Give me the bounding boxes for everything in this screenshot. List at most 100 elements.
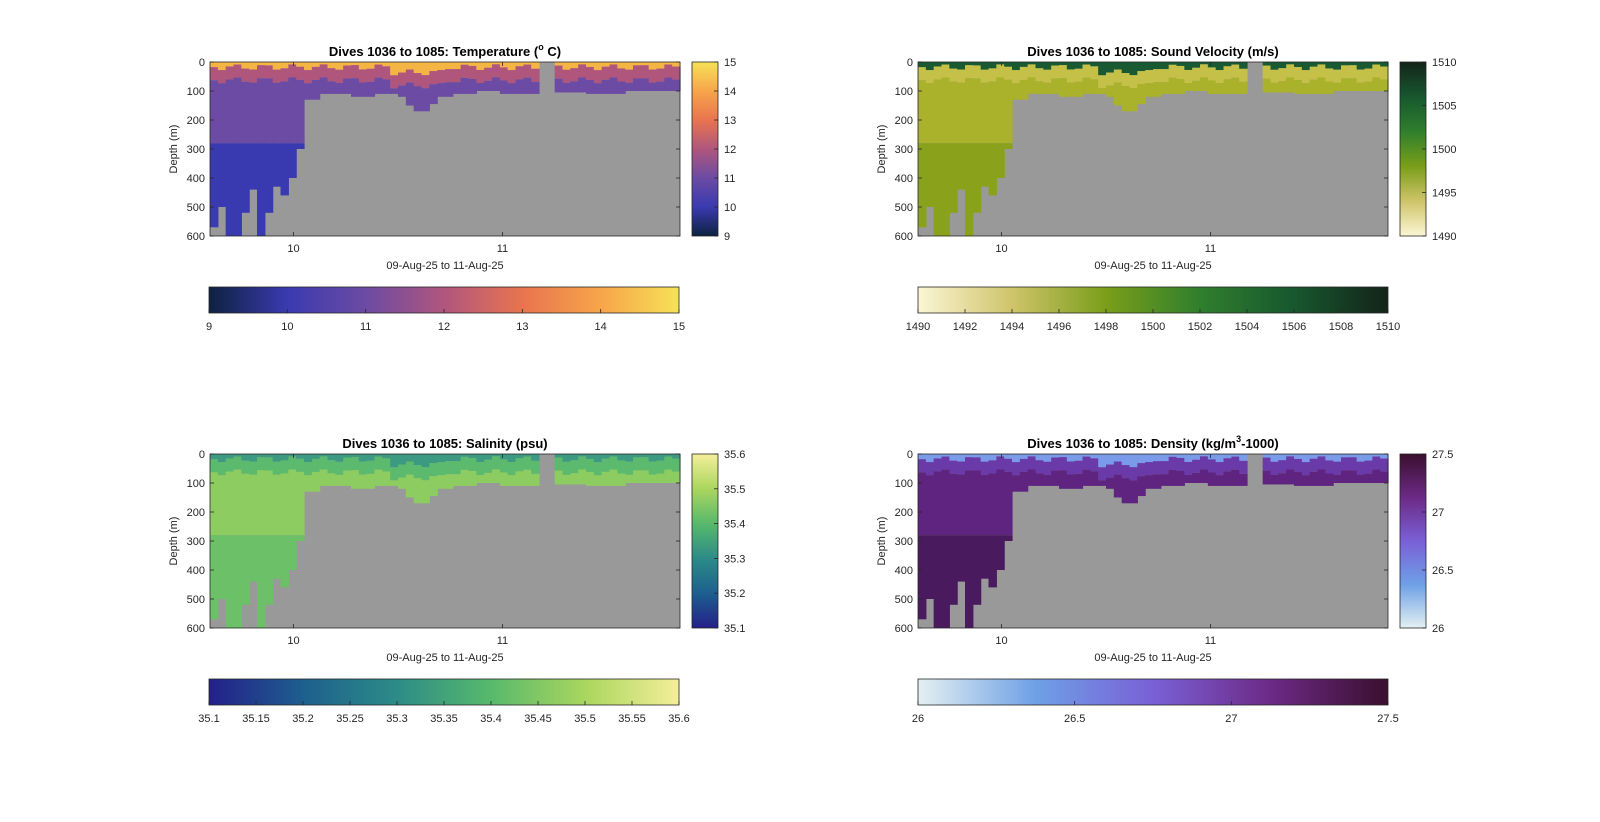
surface-layer-cell <box>1239 454 1248 461</box>
colorbar-tick-label: 35.1 <box>724 623 745 635</box>
intermediate-cell <box>1270 474 1279 485</box>
intermediate-cell <box>507 83 517 94</box>
deep-layer-cell <box>225 535 235 628</box>
surface-layer-cell <box>933 454 943 459</box>
surface-layer-cell <box>1168 62 1178 65</box>
surface-layer-cell <box>1106 454 1115 465</box>
surface-layer-cell <box>980 62 990 70</box>
hcolorbar-tick-label: 35.2 <box>292 713 313 725</box>
surface-layer-cell <box>1341 62 1350 66</box>
intermediate-cell <box>523 77 532 94</box>
thermocline-cell <box>1223 458 1232 472</box>
surface-layer-cell <box>515 62 524 67</box>
thermocline-cell <box>1239 460 1248 474</box>
intermediate-cell <box>249 474 258 536</box>
surface-layer-cell <box>374 454 383 457</box>
thermocline-cell <box>1098 75 1107 89</box>
surface-layer-cell <box>656 454 665 461</box>
y-tick-label: 400 <box>187 173 205 185</box>
deep-layer-cell <box>264 143 274 213</box>
thermocline-cell <box>601 458 611 472</box>
y-axis-label: Depth (m) <box>168 125 180 174</box>
surface-layer-cell <box>1207 62 1217 68</box>
hcolorbar-tick-label: 1496 <box>1047 321 1071 333</box>
surface-layer-cell <box>1012 62 1021 71</box>
intermediate-cell <box>288 469 297 536</box>
y-tick-label: 300 <box>187 536 205 548</box>
intermediate-cell <box>601 79 611 94</box>
intermediate-cell <box>210 472 219 536</box>
thermocline-cell <box>1270 461 1279 475</box>
y-axis-label: Depth (m) <box>876 125 888 174</box>
y-tick-label: 100 <box>187 478 205 490</box>
thermocline-cell <box>1341 65 1350 79</box>
intermediate-cell <box>996 469 1005 536</box>
thermocline-cell <box>1325 68 1334 82</box>
surface-layer-cell <box>1121 62 1131 74</box>
deep-layer-cell <box>225 143 235 236</box>
intermediate-cell <box>1262 78 1272 93</box>
hcolorbar-tick-label: 1504 <box>1235 321 1259 333</box>
intermediate-cell <box>1176 471 1185 486</box>
thermocline-cell <box>288 64 297 78</box>
intermediate-cell <box>288 77 297 144</box>
intermediate-cell <box>1051 470 1060 486</box>
intermediate-cell <box>217 475 227 536</box>
y-tick-label: 100 <box>895 478 913 490</box>
thermocline-cell <box>241 68 250 82</box>
hcolorbar-tick-label: 35.4 <box>480 713 501 725</box>
intermediate-cell <box>343 470 352 486</box>
thermocline-cell <box>382 66 391 80</box>
y-tick-label: 600 <box>895 231 913 243</box>
intermediate-cell <box>257 78 266 144</box>
intermediate-cell <box>1137 476 1146 497</box>
hcolorbar-tick-label: 35.45 <box>524 713 552 725</box>
thermocline-cell <box>980 461 990 475</box>
title-suffix: C) <box>544 44 561 59</box>
vertical-colorbar <box>691 61 719 237</box>
thermocline-cell <box>586 66 595 81</box>
intermediate-cell <box>965 470 974 536</box>
surface-layer-cell <box>1223 62 1232 67</box>
surface-layer-cell <box>1106 62 1115 73</box>
surface-layer-cell <box>1113 62 1123 70</box>
y-tick-label: 200 <box>895 507 913 519</box>
intermediate-cell <box>996 77 1005 144</box>
deep-layer-cell <box>933 143 943 236</box>
surface-layer-cell <box>1333 454 1342 462</box>
surface-layer-cell <box>351 62 360 66</box>
deep-layer-cell <box>949 535 958 605</box>
intermediate-cell <box>366 81 376 97</box>
thermocline-cell <box>225 66 235 80</box>
intermediate-cell <box>421 88 430 112</box>
surface-layer-cell <box>1192 454 1201 460</box>
thermocline-cell <box>233 456 242 470</box>
intermediate-cell <box>1317 77 1326 94</box>
intermediate-cell <box>1372 77 1381 91</box>
thermocline-cell <box>949 68 958 82</box>
thermocline-cell <box>965 457 974 471</box>
thermocline-cell <box>1364 68 1373 82</box>
surface-layer-cell <box>633 62 642 66</box>
thermocline-cell <box>1309 458 1319 472</box>
y-tick-label: 500 <box>187 202 205 214</box>
surface-layer-cell <box>358 62 368 70</box>
intermediate-cell <box>1012 83 1021 100</box>
thermocline-cell <box>1160 461 1170 475</box>
surface-layer-cell <box>241 454 250 461</box>
intermediate-cell <box>398 85 407 97</box>
surface-layer-cell <box>1035 62 1044 69</box>
deep-layer-cell <box>988 535 997 588</box>
surface-layer-cell <box>1200 454 1209 457</box>
surface-layer-cell <box>499 62 509 68</box>
intermediate-cell <box>1239 81 1248 94</box>
intermediate-cell <box>578 77 587 93</box>
surface-layer-cell <box>1184 62 1193 70</box>
thermocline-cell <box>1106 72 1115 86</box>
thermocline-cell <box>1121 465 1131 479</box>
surface-layer-cell <box>452 454 462 462</box>
intermediate-cell <box>476 83 485 91</box>
colorbar-tick-label: 13 <box>724 115 736 127</box>
horizontal-colorbar <box>917 286 1389 314</box>
